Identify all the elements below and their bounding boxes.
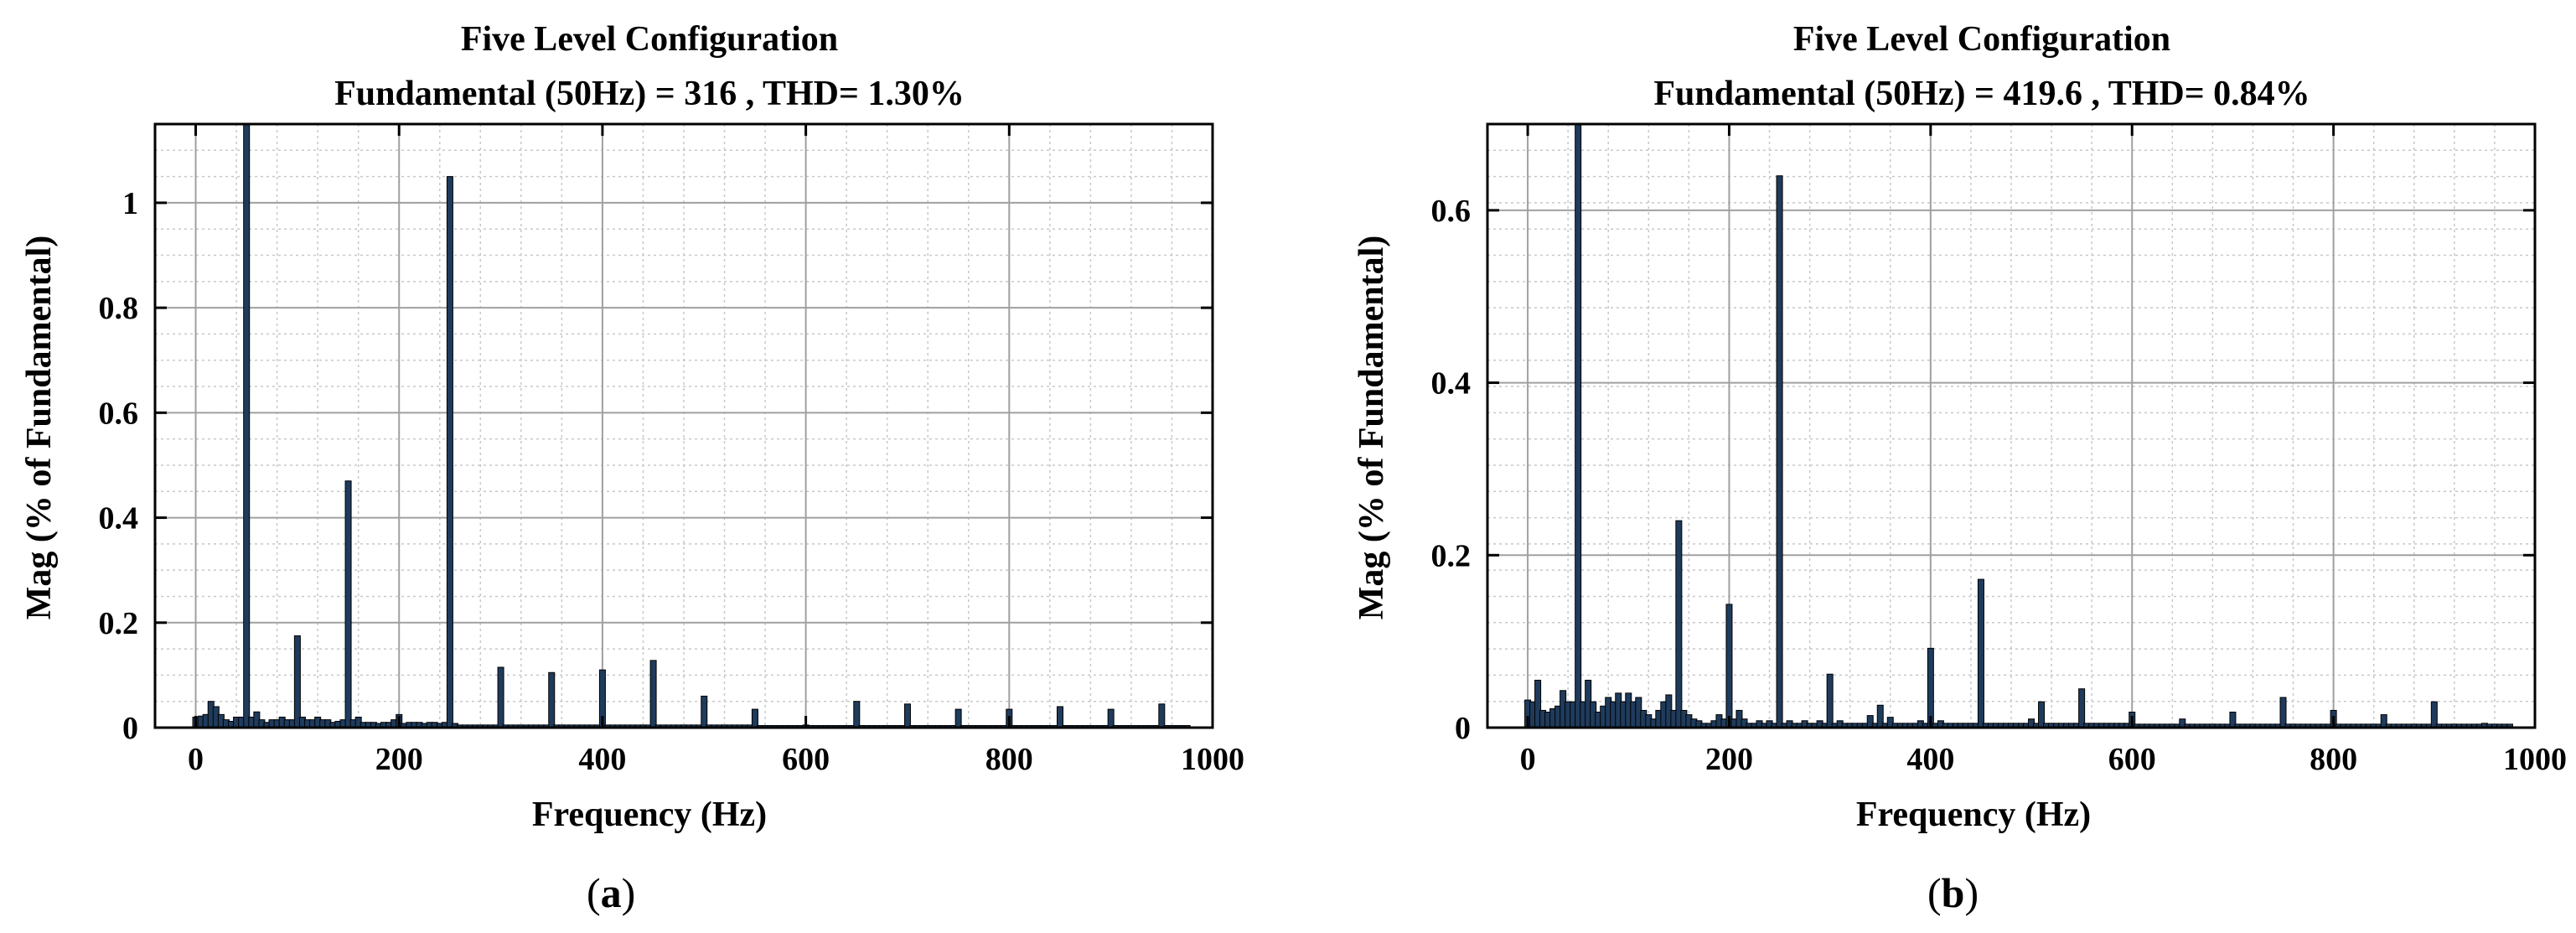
bar — [1107, 708, 1115, 728]
chart-subtitle: Fundamental (50Hz) = 316 , THD= 1.30% — [334, 75, 965, 113]
axes-frame — [153, 122, 1214, 729]
y-tick-label: 0.6 — [99, 396, 139, 431]
plot-area: 0 200 400 600 800 1000 0 0.2 0.4 0.6 0.8 1 — [99, 122, 1244, 777]
y-tick-label: 0.4 — [99, 501, 139, 536]
bar — [1056, 706, 1063, 728]
y-tick-label: 0.2 — [1431, 538, 1472, 573]
bar — [701, 695, 708, 728]
bar — [751, 708, 758, 728]
y-tick-label: 1 — [122, 186, 138, 221]
minor-grid — [1487, 124, 2535, 728]
bar — [1776, 175, 1783, 728]
bar — [954, 708, 962, 728]
y-tick-label: 0 — [1455, 711, 1471, 746]
bar-series — [192, 123, 1191, 728]
y-tick-label: 0.2 — [99, 606, 139, 641]
panel-letter: a — [601, 869, 622, 916]
y-tick-label: 0.6 — [1431, 194, 1472, 229]
chart-title: Five Level Configuration — [1793, 20, 2170, 59]
bar — [1826, 673, 1834, 728]
bar — [548, 671, 556, 728]
bar — [1725, 604, 1733, 728]
svg-text:(a): (a) — [587, 869, 635, 916]
x-tick-label: 800 — [2310, 742, 2357, 777]
minor-grid — [155, 124, 1213, 728]
bar — [497, 666, 504, 728]
bar — [344, 480, 352, 728]
major-grid — [155, 124, 1213, 728]
chart-panel-b: Five Level Configuration Fundamental (50… — [1353, 20, 2567, 916]
bar — [1158, 703, 1166, 728]
bar — [1675, 520, 1683, 728]
y-tick-label: 0 — [122, 711, 138, 746]
x-tick-label: 200 — [1705, 742, 1753, 777]
x-tick-label: 800 — [985, 742, 1033, 777]
bar — [903, 703, 911, 728]
y-tick-label: 0.4 — [1431, 366, 1472, 402]
panel-label: (b) — [1927, 869, 1979, 916]
bar — [853, 701, 861, 728]
x-tick-label: 0 — [1520, 742, 1536, 777]
plot-area: 0 200 400 600 800 1000 0 0.2 0.4 0.6 — [1431, 122, 2567, 777]
x-tick-label: 1000 — [1181, 742, 1244, 777]
x-tick-label: 600 — [2108, 742, 2156, 777]
x-axis-label: Frequency (Hz) — [532, 796, 767, 834]
axes-frame — [1486, 122, 2537, 729]
bar — [243, 123, 251, 728]
panel-label: (a) — [587, 869, 635, 916]
panel-letter: b — [1942, 869, 1965, 916]
bar — [1977, 578, 1984, 728]
bar — [2078, 688, 2086, 728]
chart-subtitle: Fundamental (50Hz) = 419.6 , THD= 0.84% — [1653, 75, 2310, 113]
bar — [1927, 647, 1934, 728]
svg-text:(b): (b) — [1927, 869, 1979, 916]
x-tick-label: 200 — [375, 742, 423, 777]
x-axis-label: Frequency (Hz) — [1856, 796, 2091, 834]
bar — [2279, 697, 2287, 728]
x-tick-label: 0 — [188, 742, 204, 777]
bar — [649, 660, 657, 728]
x-tick-label: 400 — [1906, 742, 1954, 777]
major-grid — [1487, 124, 2535, 728]
bar — [2430, 701, 2438, 728]
x-tick-label: 1000 — [2503, 742, 2567, 777]
x-tick-label: 400 — [578, 742, 626, 777]
x-tick-label: 600 — [782, 742, 830, 777]
bar-series — [1524, 123, 2513, 728]
bar — [293, 635, 301, 728]
bar — [446, 176, 453, 728]
y-axis-label: Mag (% of Fundamental) — [20, 236, 59, 619]
y-axis-label: Mag (% of Fundamental) — [1353, 236, 1391, 619]
chart-title: Five Level Configuration — [461, 20, 838, 59]
bar — [1575, 123, 1582, 728]
chart-panel-a: Five Level Configuration Fundamental (50… — [20, 20, 1244, 916]
y-tick-label: 0.8 — [99, 291, 139, 326]
